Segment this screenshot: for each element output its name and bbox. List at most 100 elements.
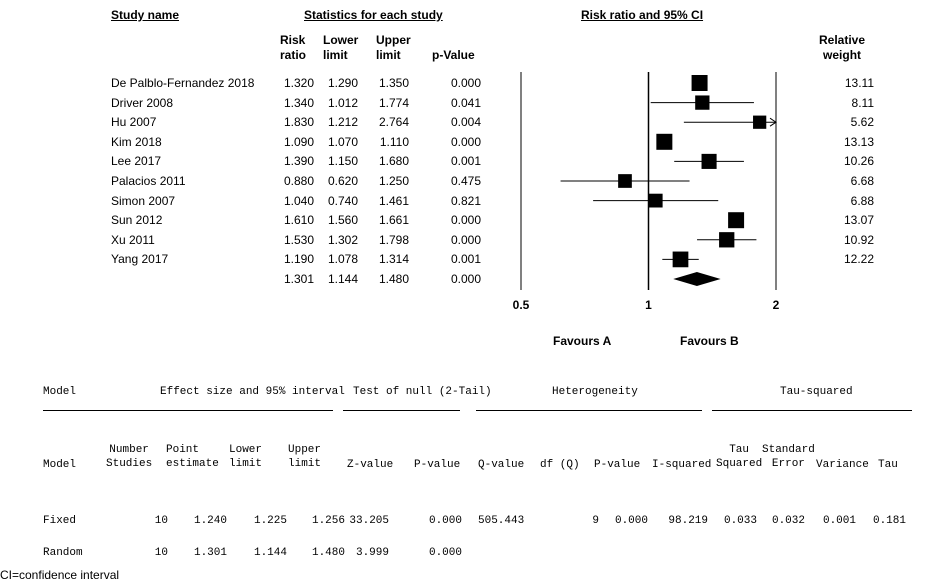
study-name: Kim 2018: [111, 135, 162, 149]
effect-group-rule: [43, 410, 333, 411]
study-risk-ratio: 1.390: [283, 154, 314, 168]
heterogeneity-group-rule: [476, 410, 702, 411]
study-name-header: Study name: [111, 8, 180, 22]
meta-cell-model: Random: [43, 547, 83, 559]
risk-ratio-col-header-line2: ratio: [280, 48, 307, 62]
favours-b-label: Favours B: [680, 334, 739, 348]
risk-ratio-col-header-line1: Risk: [280, 33, 306, 47]
study-relative-weight: 13.07: [843, 213, 874, 227]
risk-ratio-ci-header: Risk ratio and 95% CI: [581, 8, 704, 22]
col-number-studies-line1: Number: [109, 444, 149, 456]
study-relative-weight: 10.26: [843, 154, 874, 168]
group-tau-header: Tau-squared: [780, 386, 853, 398]
study-point-marker: [719, 232, 735, 248]
study-p-value: 0.001: [450, 252, 481, 266]
study-name: Palacios 2011: [111, 174, 186, 188]
study-lower-limit: 1.150: [327, 154, 358, 168]
col-model: Model: [43, 459, 77, 471]
meta-cell-upper: 1.480: [311, 547, 345, 559]
study-risk-ratio: 1.090: [283, 135, 314, 149]
pooled-diamond: [673, 272, 721, 286]
relative-weight-col-header-line2: weight: [823, 48, 862, 62]
study-upper-limit: 1.110: [379, 135, 409, 149]
study-lower-limit: 1.070: [327, 135, 358, 149]
study-p-value: 0.000: [450, 135, 481, 149]
tau-group-rule: [712, 410, 912, 411]
col-q-value: Q-value: [478, 459, 525, 471]
study-risk-ratio: 1.610: [283, 213, 314, 227]
col-lower-limit-line1: Lower: [229, 444, 263, 456]
meta-cell-lower: 1.225: [253, 515, 287, 527]
study-lower-limit: 0.740: [327, 194, 358, 208]
study-upper-limit: 1.250: [378, 174, 409, 188]
meta-cell-n: 10: [154, 515, 168, 527]
upper-limit-col-header-line2: limit: [376, 48, 401, 62]
study-upper-limit: 1.798: [378, 233, 409, 247]
meta-cell-model: Fixed: [43, 515, 77, 527]
study-upper-limit: 1.314: [378, 252, 409, 266]
col-upper-limit-line1: Upper: [288, 444, 322, 456]
col-lower-limit: Lower limit: [229, 443, 262, 471]
group-null-header: Test of null (2-Tail): [353, 386, 492, 398]
relative-weight-col-header-line1: Relative: [819, 33, 866, 47]
pooled-upper-limit: 1.480: [378, 272, 409, 286]
col-number-studies-line2: Studies: [106, 458, 153, 470]
col-point-estimate-line1: Point: [166, 444, 200, 456]
study-p-value: 0.000: [450, 213, 481, 227]
col-i-squared: I-squared: [652, 459, 712, 471]
study-p-value: 0.475: [450, 174, 481, 188]
study-lower-limit: 1.290: [327, 76, 358, 90]
study-p-value: 0.000: [450, 76, 481, 90]
study-p-value: 0.821: [450, 194, 481, 208]
col-standard-error-line1: Standard: [762, 444, 815, 456]
col-variance: Variance: [816, 459, 869, 471]
col-standard-error-line2: Error: [771, 458, 805, 470]
study-lower-limit: 1.302: [327, 233, 358, 247]
axis-tick-label: 1: [645, 298, 652, 312]
lower-limit-col-header-line1: Lower: [323, 33, 359, 47]
col-p-value-het: P-value: [594, 459, 641, 471]
meta-cell-point: 1.301: [193, 547, 227, 559]
meta-cell-p_het: 0.000: [614, 515, 648, 527]
study-name: Hu 2007: [111, 115, 157, 129]
relative-weight-col-header: Relative weight: [819, 33, 865, 63]
meta-cell-z: 3.999: [355, 547, 389, 559]
study-p-value: 0.001: [450, 154, 481, 168]
study-p-value: 0.041: [450, 96, 481, 110]
risk-ratio-col-header: Risk ratio: [280, 33, 306, 63]
study-upper-limit: 1.461: [378, 194, 409, 208]
study-upper-limit: 1.680: [378, 154, 409, 168]
pooled-p-value: 0.000: [450, 272, 481, 286]
axis-tick-label: 0.5: [513, 298, 530, 312]
study-ci-arrow: [769, 117, 777, 127]
study-relative-weight: 5.62: [850, 115, 874, 129]
study-name: De Palblo-Fernandez 2018: [111, 76, 255, 90]
meta-cell-q: 505.443: [478, 515, 525, 527]
study-risk-ratio: 1.340: [283, 96, 314, 110]
group-effect-header: Effect size and 95% interval: [160, 386, 345, 398]
study-point-marker: [656, 133, 673, 150]
study-name: Sun 2012: [111, 213, 163, 227]
study-upper-limit: 1.774: [378, 96, 409, 110]
meta-cell-upper: 1.256: [311, 515, 345, 527]
col-point-estimate-line2: estimate: [166, 458, 219, 470]
group-model-header: Model: [43, 386, 77, 398]
col-tau-squared-line2: Squared: [716, 458, 763, 470]
study-risk-ratio: 1.320: [283, 76, 314, 90]
col-lower-limit-line2: limit: [229, 458, 263, 470]
study-relative-weight: 12.22: [843, 252, 874, 266]
study-risk-ratio: 1.190: [283, 252, 314, 266]
pooled-risk-ratio: 1.301: [283, 272, 314, 286]
study-upper-limit: 1.350: [378, 76, 409, 90]
lower-limit-col-header-line2: limit: [323, 48, 348, 62]
forest-plot: 0.5 1 2: [513, 72, 780, 312]
study-point-marker: [691, 75, 708, 91]
study-name: Simon 2007: [111, 194, 176, 208]
meta-cell-point: 1.240: [193, 515, 227, 527]
statistics-header: Statistics for each study: [304, 8, 443, 22]
meta-cell-tau: 0.181: [872, 515, 906, 527]
meta-cell-lower: 1.144: [253, 547, 287, 559]
upper-limit-col-header-line1: Upper: [376, 33, 411, 47]
study-upper-limit: 1.661: [378, 213, 409, 227]
